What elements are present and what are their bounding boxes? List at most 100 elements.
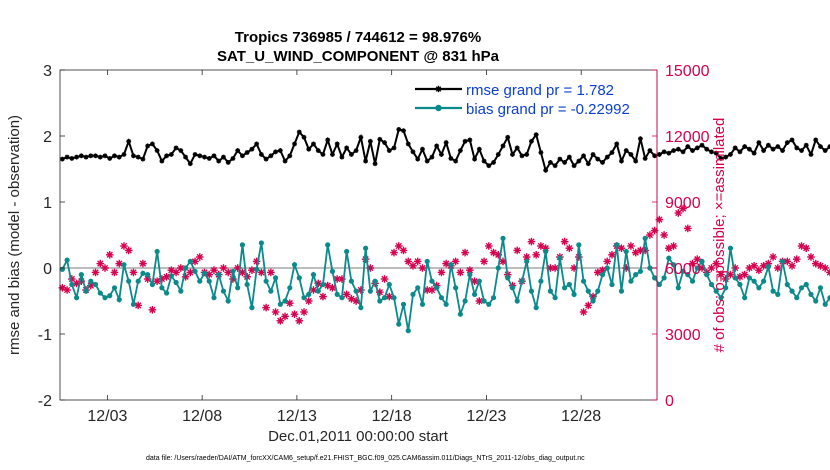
rmse-point [187,161,193,167]
rmse-point-stroke [472,156,477,162]
obs-point [281,312,289,321]
rmse-point [424,158,430,164]
bias-point [244,281,250,288]
rmse-point-stroke [249,147,255,152]
bias-point [727,245,734,251]
rmse-point [685,144,691,149]
rmse-point-stroke [420,147,425,152]
rmse-point [467,137,473,143]
bias-point [746,275,752,281]
bias-point [296,275,302,281]
obs-point [717,270,725,279]
obs-point-stroke [381,275,388,283]
obs-point-stroke [196,253,203,261]
bias-point [282,298,288,304]
bias-point [159,285,165,291]
rmse-point [713,150,719,156]
bias-point [239,242,246,248]
bias-point [680,268,686,274]
obs-point-stroke [604,258,611,265]
rmse-point-stroke [671,148,676,153]
rmse-point [519,153,525,159]
legend-rmse-marker-shape [435,85,442,93]
bias-point [732,275,738,281]
rmse-point-stroke [107,156,112,161]
bias-point [235,285,241,291]
rmse-point [794,145,800,151]
rmse-point-stroke [709,149,714,155]
rmse-point [249,146,255,152]
rmse-point-stroke [164,153,169,158]
rmse-point [462,138,468,144]
obs-point-stroke [63,286,71,294]
bias-point [761,278,767,284]
rmse-point [116,154,122,160]
obs-point-stroke [803,245,810,252]
bias-point [685,272,691,278]
bias-point [424,258,430,264]
bias-point [386,281,392,288]
bias-point [187,258,193,264]
y-right-tick-label: 3000 [665,327,701,344]
rmse-point [382,140,387,145]
rmse-point [197,153,203,159]
rmse-point [330,152,335,157]
bias-point [689,278,696,284]
obs-point-stroke [206,271,213,278]
obs-point-stroke [59,284,66,291]
rmse-point-stroke [642,156,648,161]
bias-point [670,262,677,268]
bias-point [585,288,591,294]
obs-point [437,268,446,277]
rmse-point-stroke [756,140,762,145]
bias-point [88,278,94,284]
obs-point-stroke [390,249,398,256]
rmse-point [728,152,733,157]
obs-point [172,268,180,277]
obs-point-stroke [812,260,819,267]
obs-point [404,257,413,266]
rmse-point [121,152,127,157]
bias-point [291,262,298,268]
obs-point-stroke [405,258,412,265]
bias-point [173,279,179,286]
rmse-point [600,160,605,165]
bias-point [500,235,506,241]
bias-point [718,295,724,301]
obs-point-stroke [310,286,317,294]
obs-point-stroke [750,262,758,269]
obs-point-stroke [660,231,668,239]
obs-point [579,308,588,316]
rmse-point-stroke [448,156,454,161]
rmse-point [638,136,643,142]
bias-point [315,288,321,294]
rmse-point [178,148,184,153]
bias-point [107,293,113,299]
bias-point [182,265,189,271]
bias-point [661,275,667,281]
rmse-point-stroke [699,143,705,148]
rmse-point-stroke [439,152,444,157]
bias-point [476,278,482,284]
rmse-point-stroke [728,152,733,157]
rmse-point [623,148,629,153]
bias-point [216,272,222,278]
obs-point-stroke [210,267,218,274]
obs-point-stroke [419,264,426,272]
rmse-point-stroke [159,158,165,164]
obs-point [646,231,654,239]
bias-point [524,258,530,264]
obs-point [712,259,721,268]
rmse-point-stroke [211,153,217,158]
right-y-axis: 0 3000 6000 9000 12000 15000 [652,63,710,410]
rmse-point-stroke [676,147,681,152]
rmse-point [756,140,762,145]
rmse-point-stroke [538,150,544,155]
rmse-point [126,138,132,144]
obs-point-stroke [452,258,459,265]
bias-point [756,285,762,291]
bias-point [381,295,388,301]
bias-point [310,272,317,278]
obs-point-stroke [694,256,701,263]
rmse-point-stroke [192,152,198,157]
